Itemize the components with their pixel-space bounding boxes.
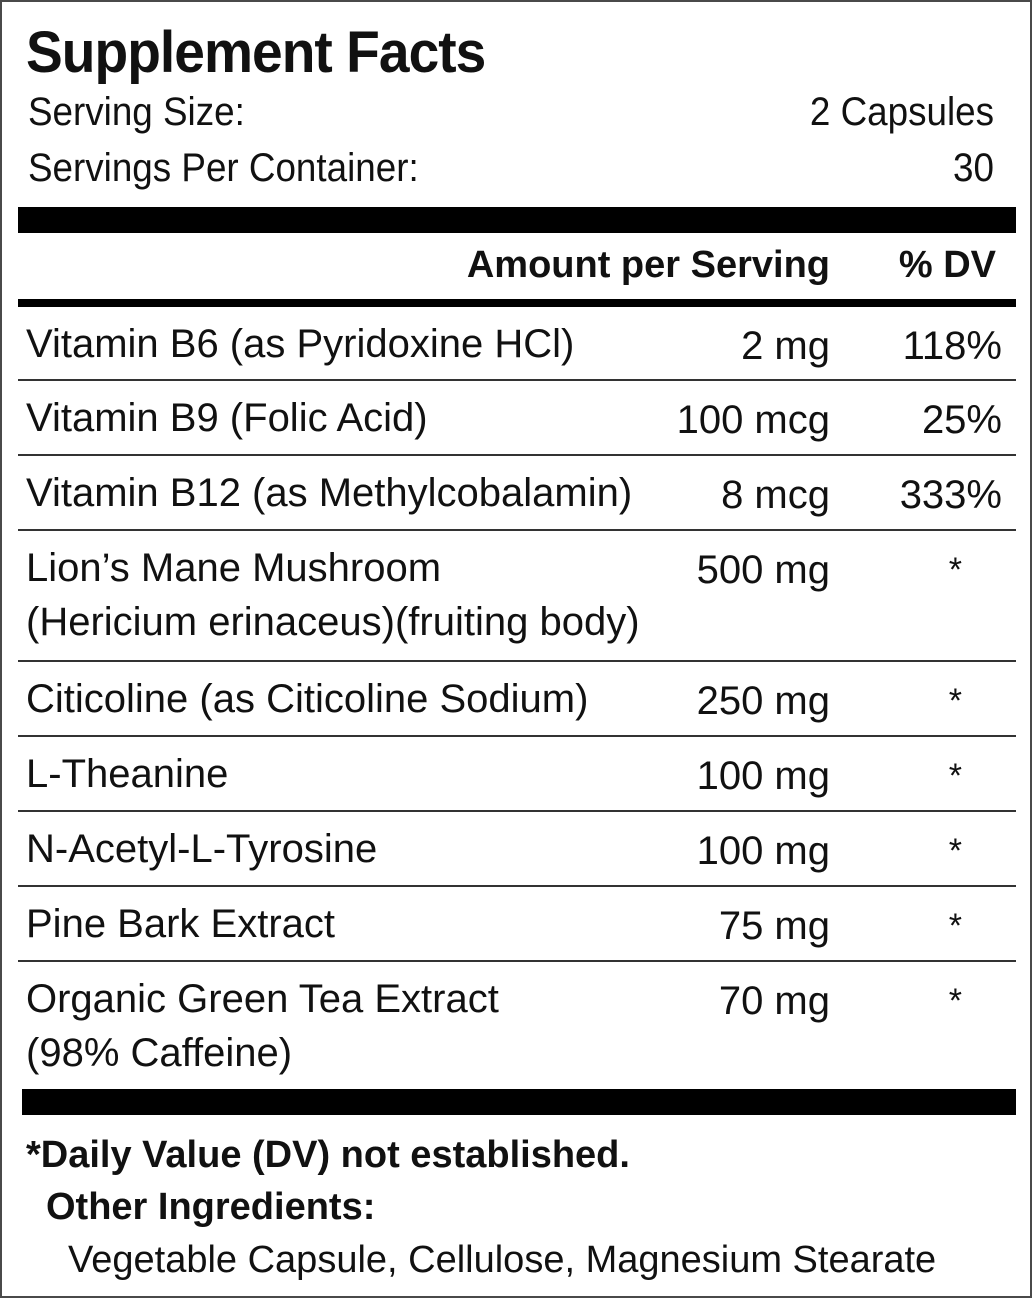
ingredient-name-line: Organic Green Tea Extract — [26, 977, 499, 1021]
ingredient-dv: * — [948, 757, 962, 795]
other-ingredients-list: Vegetable Capsule, Cellulose, Magnesium … — [68, 1239, 937, 1281]
dv-header: % DV — [898, 244, 996, 286]
ingredient-name: Vitamin B9 (Folic Acid) — [26, 391, 428, 445]
ingredient-amount: 8 mcg — [721, 473, 830, 517]
table-header: Amount per Serving % DV — [18, 242, 1016, 298]
ingredient-amount: 100 mcg — [676, 398, 830, 442]
ingredient-row: Lion’s Mane Mushroom (Hericium erinaceus)… — [18, 531, 1016, 662]
ingredient-name-line: Vitamin B6 (as Pyridoxine HCl) — [26, 322, 575, 366]
ingredient-name-line: Citicoline (as Citicoline Sodium) — [26, 677, 589, 721]
ingredient-name: L-Theanine — [26, 747, 228, 801]
serving-size-value: 2 Capsules — [809, 90, 994, 134]
ingredient-row: Organic Green Tea Extract (98% Caffeine) 7… — [18, 962, 1016, 1082]
servings-per-container-value: 30 — [953, 146, 994, 190]
dv-footnote: *Daily Value (DV) not established. — [26, 1134, 630, 1176]
ingredient-row: Vitamin B12 (as Methylcobalamin) 8 mcg 333… — [18, 456, 1016, 531]
serving-size-row: Serving Size: 2 Capsules — [28, 88, 994, 136]
ingredient-amount: 70 mg — [718, 979, 830, 1023]
ingredient-dv: * — [948, 551, 962, 589]
ingredient-row: L-Theanine 100 mg * — [18, 737, 1016, 812]
ingredient-row: Vitamin B6 (as Pyridoxine HCl) 2 mg 118% — [18, 307, 1016, 381]
ingredient-dv: * — [948, 682, 962, 720]
ingredient-name-line: N-Acetyl-L-Tyrosine — [26, 827, 378, 871]
ingredient-row: Pine Bark Extract 75 mg * — [18, 887, 1016, 962]
ingredient-name-line: Pine Bark Extract — [26, 902, 336, 946]
header-divider — [18, 299, 1016, 307]
ingredient-name: N-Acetyl-L-Tyrosine — [26, 822, 377, 876]
ingredient-row: Citicoline (as Citicoline Sodium) 250 mg * — [18, 662, 1016, 737]
top-divider-bar — [18, 207, 1016, 233]
ingredient-table: Vitamin B6 (as Pyridoxine HCl) 2 mg 118% Vi… — [18, 307, 1016, 1082]
ingredient-name-line: Vitamin B9 (Folic Acid) — [26, 396, 428, 440]
ingredient-row: Vitamin B9 (Folic Acid) 100 mcg 25% — [18, 381, 1016, 456]
ingredient-dv: * — [948, 907, 962, 945]
ingredient-name: Lion’s Mane Mushroom (Hericium erinaceus)… — [26, 541, 640, 649]
ingredient-amount: 2 mg — [741, 324, 830, 368]
ingredient-dv: * — [948, 982, 962, 1020]
ingredient-name-line: L-Theanine — [26, 752, 229, 796]
ingredient-name: Organic Green Tea Extract (98% Caffeine) — [26, 972, 499, 1080]
ingredient-name-line: (Hericium erinaceus)(fruiting body) — [26, 600, 640, 644]
serving-size-label: Serving Size: — [28, 90, 245, 134]
bottom-divider-bar — [22, 1089, 1016, 1115]
ingredient-name-line: Vitamin B12 (as Methylcobalamin) — [26, 471, 633, 515]
amount-header: Amount per Serving — [466, 244, 830, 286]
ingredient-amount: 100 mg — [696, 754, 830, 798]
ingredient-name-line: Lion’s Mane Mushroom — [26, 546, 442, 590]
ingredient-amount: 100 mg — [696, 829, 830, 873]
panel-title: Supplement Facts — [26, 20, 486, 85]
ingredient-name: Vitamin B6 (as Pyridoxine HCl) — [26, 317, 574, 371]
ingredient-amount: 500 mg — [696, 548, 830, 592]
ingredient-dv: * — [948, 832, 962, 870]
ingredient-name: Pine Bark Extract — [26, 897, 335, 951]
servings-per-container-row: Servings Per Container: 30 — [28, 144, 994, 192]
ingredient-name-line: (98% Caffeine) — [26, 1031, 293, 1075]
ingredient-dv: 118% — [902, 324, 1002, 368]
ingredient-row: N-Acetyl-L-Tyrosine 100 mg * — [18, 812, 1016, 887]
ingredient-amount: 75 mg — [718, 904, 830, 948]
ingredient-name: Citicoline (as Citicoline Sodium) — [26, 672, 588, 726]
ingredient-name: Vitamin B12 (as Methylcobalamin) — [26, 466, 632, 520]
ingredient-dv: 333% — [899, 473, 1002, 517]
other-ingredients-title: Other Ingredients: — [46, 1186, 376, 1228]
ingredient-dv: 25% — [921, 398, 1002, 442]
ingredient-amount: 250 mg — [696, 679, 830, 723]
servings-per-container-label: Servings Per Container: — [28, 146, 419, 190]
